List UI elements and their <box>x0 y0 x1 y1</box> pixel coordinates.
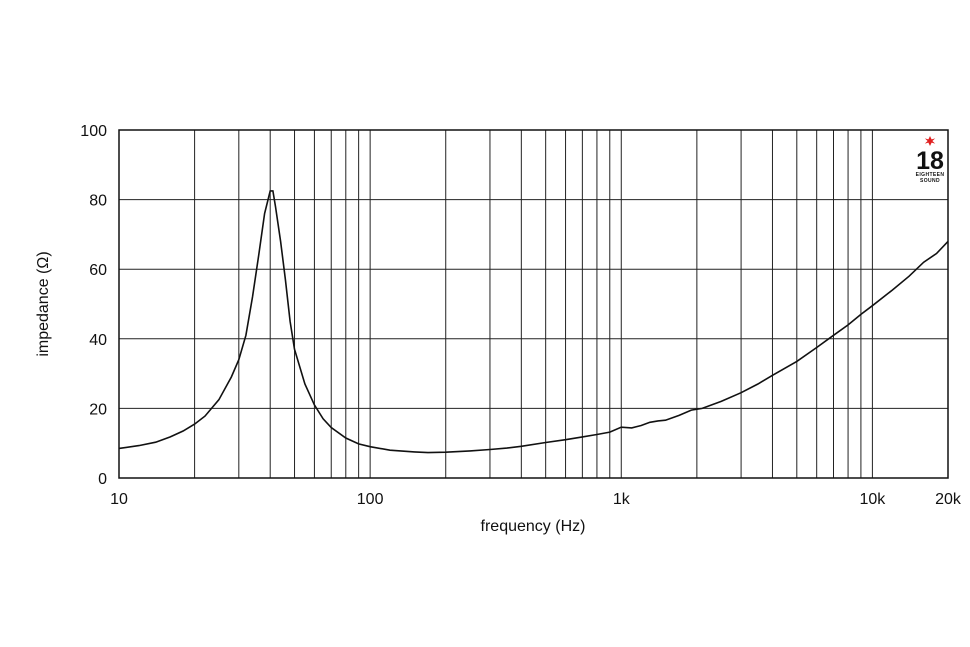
x-tick-label: 20k <box>935 491 962 508</box>
impedance-curve <box>118 190 949 454</box>
logo-line1: EIGHTEEN <box>916 172 945 178</box>
x-tick-label: 10k <box>860 491 887 508</box>
plot-frame <box>118 129 949 479</box>
x-tick-label: 1k <box>613 491 631 508</box>
x-tick-labels: 10 100 1k 10k 20k <box>110 491 962 508</box>
y-tick-label: 80 <box>89 193 107 210</box>
y-tick-labels: 0 20 40 60 80 100 <box>80 123 107 488</box>
y-tick-label: 40 <box>89 332 107 349</box>
y-axis-label: impedance (Ω) <box>35 251 52 356</box>
x-axis-label: frequency (Hz) <box>481 518 586 535</box>
y-tick-label: 100 <box>80 123 107 140</box>
logo-number: 18 <box>916 147 944 175</box>
grid-lines <box>119 130 948 478</box>
logo-star-icon <box>924 136 936 146</box>
logo-line2: SOUND <box>920 178 940 184</box>
x-tick-label: 10 <box>110 491 128 508</box>
x-tick-label: 100 <box>357 491 384 508</box>
y-tick-label: 0 <box>98 471 107 488</box>
brand-logo: 18 EIGHTEEN SOUND <box>916 136 945 184</box>
y-tick-label: 20 <box>89 401 107 418</box>
y-tick-label: 60 <box>89 262 107 279</box>
